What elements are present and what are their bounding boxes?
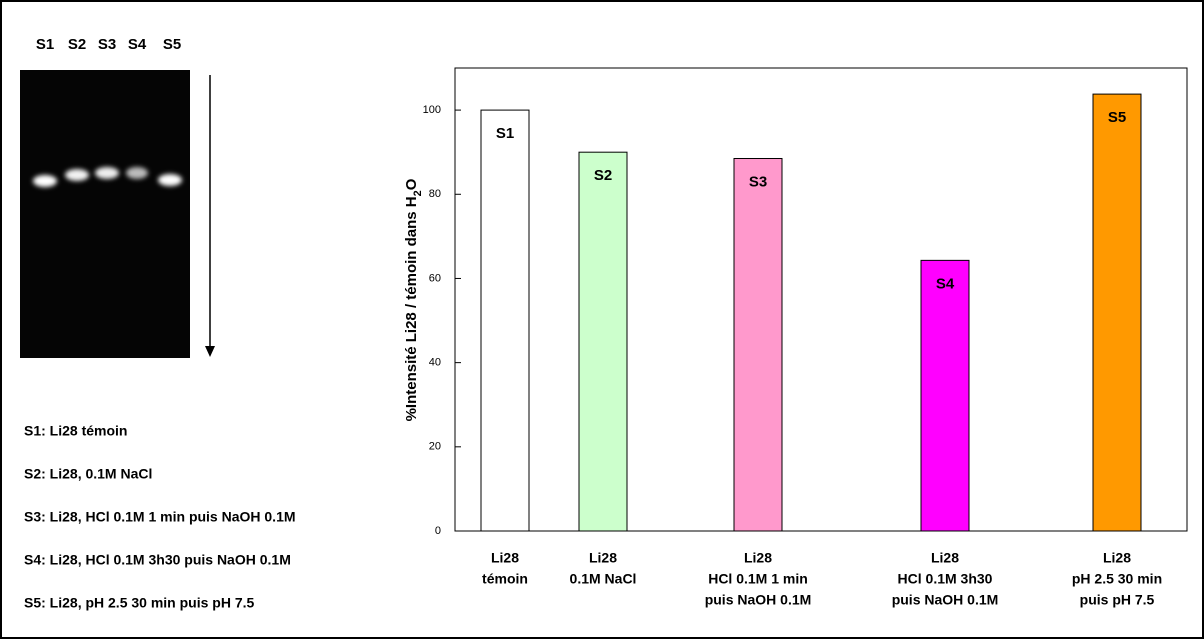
- bar-label: S2: [594, 167, 612, 184]
- x-tick-label: Li28: [744, 550, 772, 566]
- x-tick-label: puis NaOH 0.1M: [892, 592, 999, 608]
- x-tick-label: puis pH 7.5: [1080, 592, 1155, 608]
- x-tick-label: Li28: [589, 550, 617, 566]
- x-tick-label: 0.1M NaCl: [570, 571, 637, 587]
- lane-label: S5: [163, 36, 181, 53]
- x-tick-label: puis NaOH 0.1M: [705, 592, 812, 608]
- y-label-part: 2: [412, 190, 424, 196]
- x-tick-label: Li28: [931, 550, 959, 566]
- legend-note: S2: Li28, 0.1M NaCl: [24, 466, 152, 482]
- y-label-part: %Intensité Li28 / témoin dans H: [403, 196, 420, 421]
- bar: [480, 109, 530, 532]
- bar-label: S4: [936, 275, 955, 292]
- lane-label: S2: [68, 36, 86, 53]
- plot-frame: [454, 67, 1188, 532]
- y-tick-label: 100: [423, 104, 441, 116]
- y-tick-label: 40: [429, 357, 441, 369]
- bar: [578, 151, 628, 532]
- gel-bands: [33, 167, 182, 187]
- y-tick-label: 80: [429, 188, 441, 200]
- y-tick-label: 60: [429, 272, 441, 284]
- x-tick-label: HCl 0.1M 1 min: [708, 571, 808, 587]
- bar: [1092, 93, 1142, 532]
- y-tick-label: 0: [435, 525, 441, 537]
- bar-label: S3: [749, 173, 767, 190]
- y-tick-label: 20: [429, 441, 441, 453]
- lane-label: S3: [98, 36, 116, 53]
- legend-note: S5: Li28, pH 2.5 30 min puis pH 7.5: [24, 595, 255, 611]
- x-tick-label: pH 2.5 30 min: [1072, 571, 1162, 587]
- bar: [920, 259, 970, 532]
- x-tick-label: Li28: [491, 550, 519, 566]
- arrow-head: [205, 346, 215, 357]
- y-axis-label: %Intensité Li28 / témoin dans H2O: [403, 178, 424, 421]
- x-tick-label: Li28: [1103, 550, 1131, 566]
- x-tick-label: HCl 0.1M 3h30: [898, 571, 993, 587]
- legend-note: S4: Li28, HCl 0.1M 3h30 puis NaOH 0.1M: [24, 552, 291, 568]
- bar-label: S5: [1108, 109, 1126, 126]
- bar-label: S1: [496, 125, 514, 142]
- legend-note: S1: Li28 témoin: [24, 423, 127, 439]
- lane-label: S1: [36, 36, 54, 53]
- gel-image: [20, 70, 190, 358]
- x-tick-label: témoin: [482, 571, 528, 587]
- lane-label: S4: [128, 36, 147, 53]
- legend-note: S3: Li28, HCl 0.1M 1 min puis NaOH 0.1M: [24, 509, 296, 525]
- y-label-part: O: [403, 178, 420, 190]
- bar: [733, 157, 783, 532]
